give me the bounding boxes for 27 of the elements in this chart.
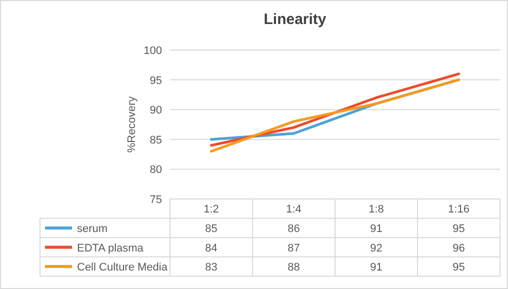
legend-label: EDTA plasma <box>77 242 144 254</box>
y-tick-label: 100 <box>144 45 162 57</box>
data-label: 84 <box>205 242 218 254</box>
data-label: 86 <box>288 222 300 235</box>
data-label: 87 <box>288 242 300 254</box>
y-axis-title: %Recovery <box>126 96 138 153</box>
data-label: 85 <box>205 222 218 235</box>
y-tick-label: 80 <box>150 164 162 176</box>
data-label: 91 <box>370 262 382 274</box>
data-label: 91 <box>370 222 382 235</box>
y-tick-label: 90 <box>150 104 162 117</box>
chart-title: Linearity <box>264 11 327 28</box>
y-tick-label: 75 <box>150 194 162 206</box>
data-label: 95 <box>452 262 465 274</box>
y-tick-label: 95 <box>150 74 162 87</box>
data-label: 88 <box>288 262 300 274</box>
x-tick-label: 1:4 <box>286 204 302 216</box>
x-tick-label: 1:8 <box>368 204 384 216</box>
data-label: 92 <box>370 242 382 254</box>
x-tick-label: 1:16 <box>448 204 470 216</box>
data-label: 83 <box>205 262 218 274</box>
legend-label: serum <box>77 222 108 235</box>
y-tick-label: 85 <box>150 134 162 146</box>
data-label: 96 <box>452 242 465 254</box>
x-tick-label: 1:2 <box>204 204 219 216</box>
legend-label: Cell Culture Media <box>77 262 168 274</box>
data-label: 95 <box>452 222 465 235</box>
